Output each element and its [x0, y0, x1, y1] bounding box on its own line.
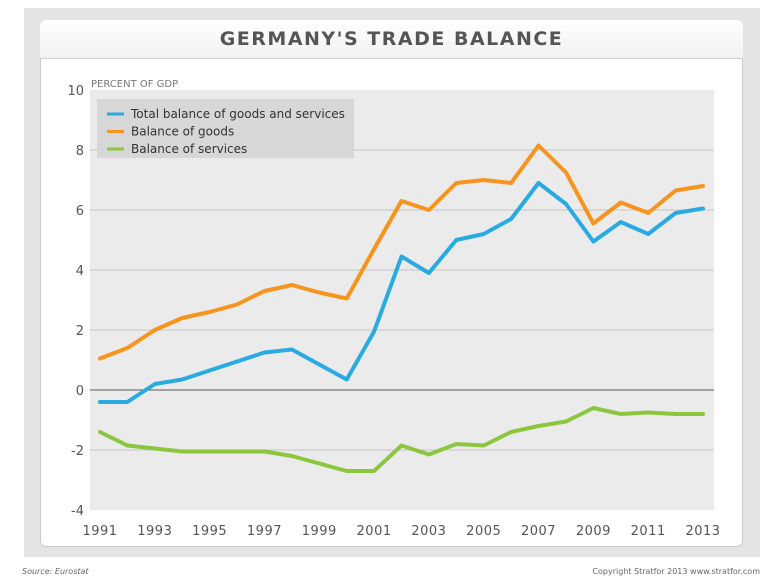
- copyright-note: Copyright Stratfor 2013 www.stratfor.com: [592, 567, 760, 576]
- legend-label: Balance of goods: [131, 125, 234, 139]
- legend-box: [97, 99, 354, 158]
- series-line: [98, 406, 705, 473]
- x-tick-label: 2013: [685, 524, 720, 539]
- x-tick-label: 1995: [192, 524, 227, 539]
- x-tick-label: 2001: [357, 524, 392, 539]
- y-tick-label: -4: [71, 504, 84, 519]
- x-tick-label: 2003: [411, 524, 446, 539]
- y-axis-label: PERCENT OF GDP: [91, 79, 178, 90]
- x-tick-label: 1993: [137, 524, 172, 539]
- chart-title: GERMANY'S TRADE BALANCE: [40, 20, 743, 59]
- series-line: [98, 143, 705, 361]
- series-lines: [98, 143, 705, 473]
- legend: Total balance of goods and services Balan…: [97, 99, 354, 158]
- y-tick-label: 2: [76, 324, 84, 339]
- source-note: Source: Eurostat: [22, 567, 89, 576]
- x-tick-label: 2009: [576, 524, 611, 539]
- x-tick-label: 1999: [302, 524, 337, 539]
- y-tick-label: 6: [76, 204, 84, 219]
- x-tick-label: 2005: [466, 524, 501, 539]
- x-tick-label: 1997: [247, 524, 282, 539]
- y-tick-label: 8: [76, 144, 84, 159]
- x-tick-label: 1991: [82, 524, 117, 539]
- x-tick-labels: 1991 1993 1995 1997 1999 2001 2003 2005 2007 2009…: [82, 524, 720, 539]
- y-tick-label: 0: [76, 384, 84, 399]
- y-tick-label: -2: [71, 444, 84, 459]
- y-tick-label: 4: [76, 264, 84, 279]
- legend-label: Balance of services: [131, 142, 247, 156]
- x-tick-label: 2011: [631, 524, 666, 539]
- x-tick-label: 2007: [521, 524, 556, 539]
- y-tick-labels: -4 -2 0 2 4 6 8 10: [67, 84, 84, 519]
- legend-label: Total balance of goods and services: [130, 107, 345, 121]
- series-line: [98, 181, 705, 404]
- plot-background: [90, 90, 714, 510]
- y-tick-label: 10: [67, 84, 84, 99]
